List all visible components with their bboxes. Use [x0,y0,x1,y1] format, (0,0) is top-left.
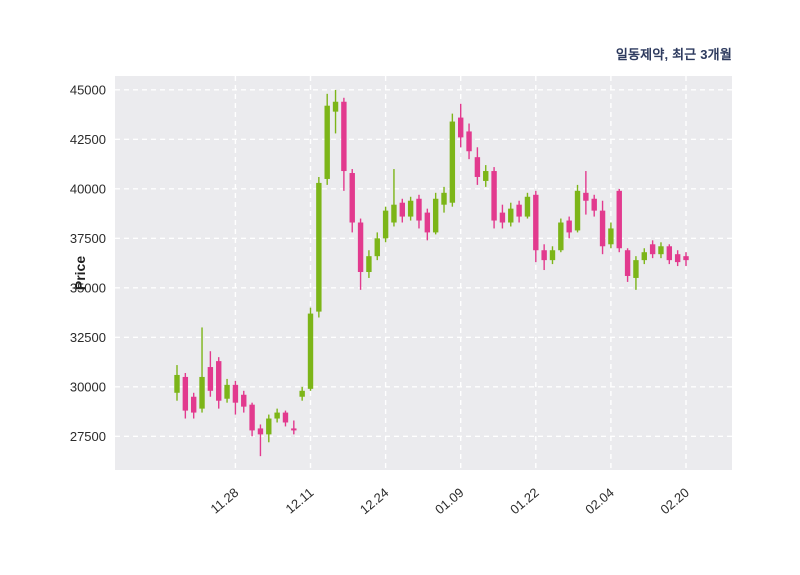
plot-area [115,76,732,470]
candle-up [266,414,272,443]
candle-down [616,188,622,253]
candle-up [524,192,531,219]
candle-down [399,198,405,223]
y-tick-label: 27500 [70,429,106,444]
candle-down [207,351,214,397]
x-tick-label: 02.20 [657,485,692,517]
chart-title: 일동제약, 최근 3개월 [615,47,732,62]
candle-down [466,123,472,160]
candle-down [591,194,597,217]
x-tick-label: 11.28 [208,485,242,517]
candle-up [274,408,280,423]
candles [174,89,689,457]
candle-down [282,410,289,427]
candle-up [199,327,205,413]
candle-up [441,186,447,213]
y-tick-label: 32500 [70,330,106,345]
candle-down [416,194,422,229]
candle-down [249,402,255,437]
candle-up [316,176,322,318]
candle-down [357,218,364,290]
candle-up [432,192,439,235]
candle-up [483,165,489,187]
y-tick-label: 37500 [70,231,106,246]
candle-up [307,307,314,391]
candle-down [474,147,481,185]
x-tick-label: 12.24 [357,485,392,517]
candle-down [291,420,297,435]
candle-up [332,89,339,134]
candle-up [574,184,581,233]
x-tick-label: 12.11 [283,485,317,517]
candle-down [424,208,431,241]
candle-down [499,204,506,229]
candle-up [224,378,230,403]
x-tick-label: 02.04 [582,485,617,517]
candle-down [182,372,189,419]
candle-up [324,93,330,185]
candle-up [407,196,414,221]
candle-down [516,200,522,223]
candle-up [658,242,664,259]
candle-down [666,244,673,265]
y-axis-label: Price [72,255,88,291]
candle-up [382,206,389,243]
candle-up [549,246,556,265]
candle-down [232,380,239,415]
candle-up [366,250,372,278]
candle-down [257,424,264,457]
candle-up [558,218,564,253]
candle-down [458,103,464,148]
y-tick-label: 30000 [70,379,106,394]
candle-down [566,216,572,239]
y-tick-label: 42500 [70,132,106,147]
y-axis-ticks: 27500 30000 32500 35000 37500 40000 42500 45000 [70,82,106,443]
x-axis-ticks: 11.28 12.11 12.24 01.09 01.22 02.04 02.20 [208,485,692,517]
candle-up [608,222,614,249]
candle-down [541,244,547,271]
candle-up [299,386,305,401]
candle-up [633,256,639,290]
candle-up [449,113,456,207]
candle-down [599,200,606,255]
candle-down [491,167,497,229]
candle-down [341,97,347,191]
candle-down [349,169,355,233]
candle-down [624,248,631,282]
candle-down [241,390,247,413]
candle-down [683,252,689,267]
candle-up [641,248,647,265]
y-tick-label: 45000 [70,82,106,97]
candle-down [533,190,539,263]
x-tick-label: 01.22 [507,485,542,517]
candle-up [391,169,397,227]
candle-down [216,357,222,409]
candle-down [583,171,589,215]
y-tick-label: 35000 [70,280,106,295]
candle-up [174,365,180,401]
x-tick-label: 01.09 [432,485,467,517]
candle-up [374,232,380,261]
candle-down [674,250,681,267]
y-tick-label: 40000 [70,181,106,196]
candle-down [190,392,197,419]
candle-down [649,240,656,259]
candle-up [508,202,514,227]
